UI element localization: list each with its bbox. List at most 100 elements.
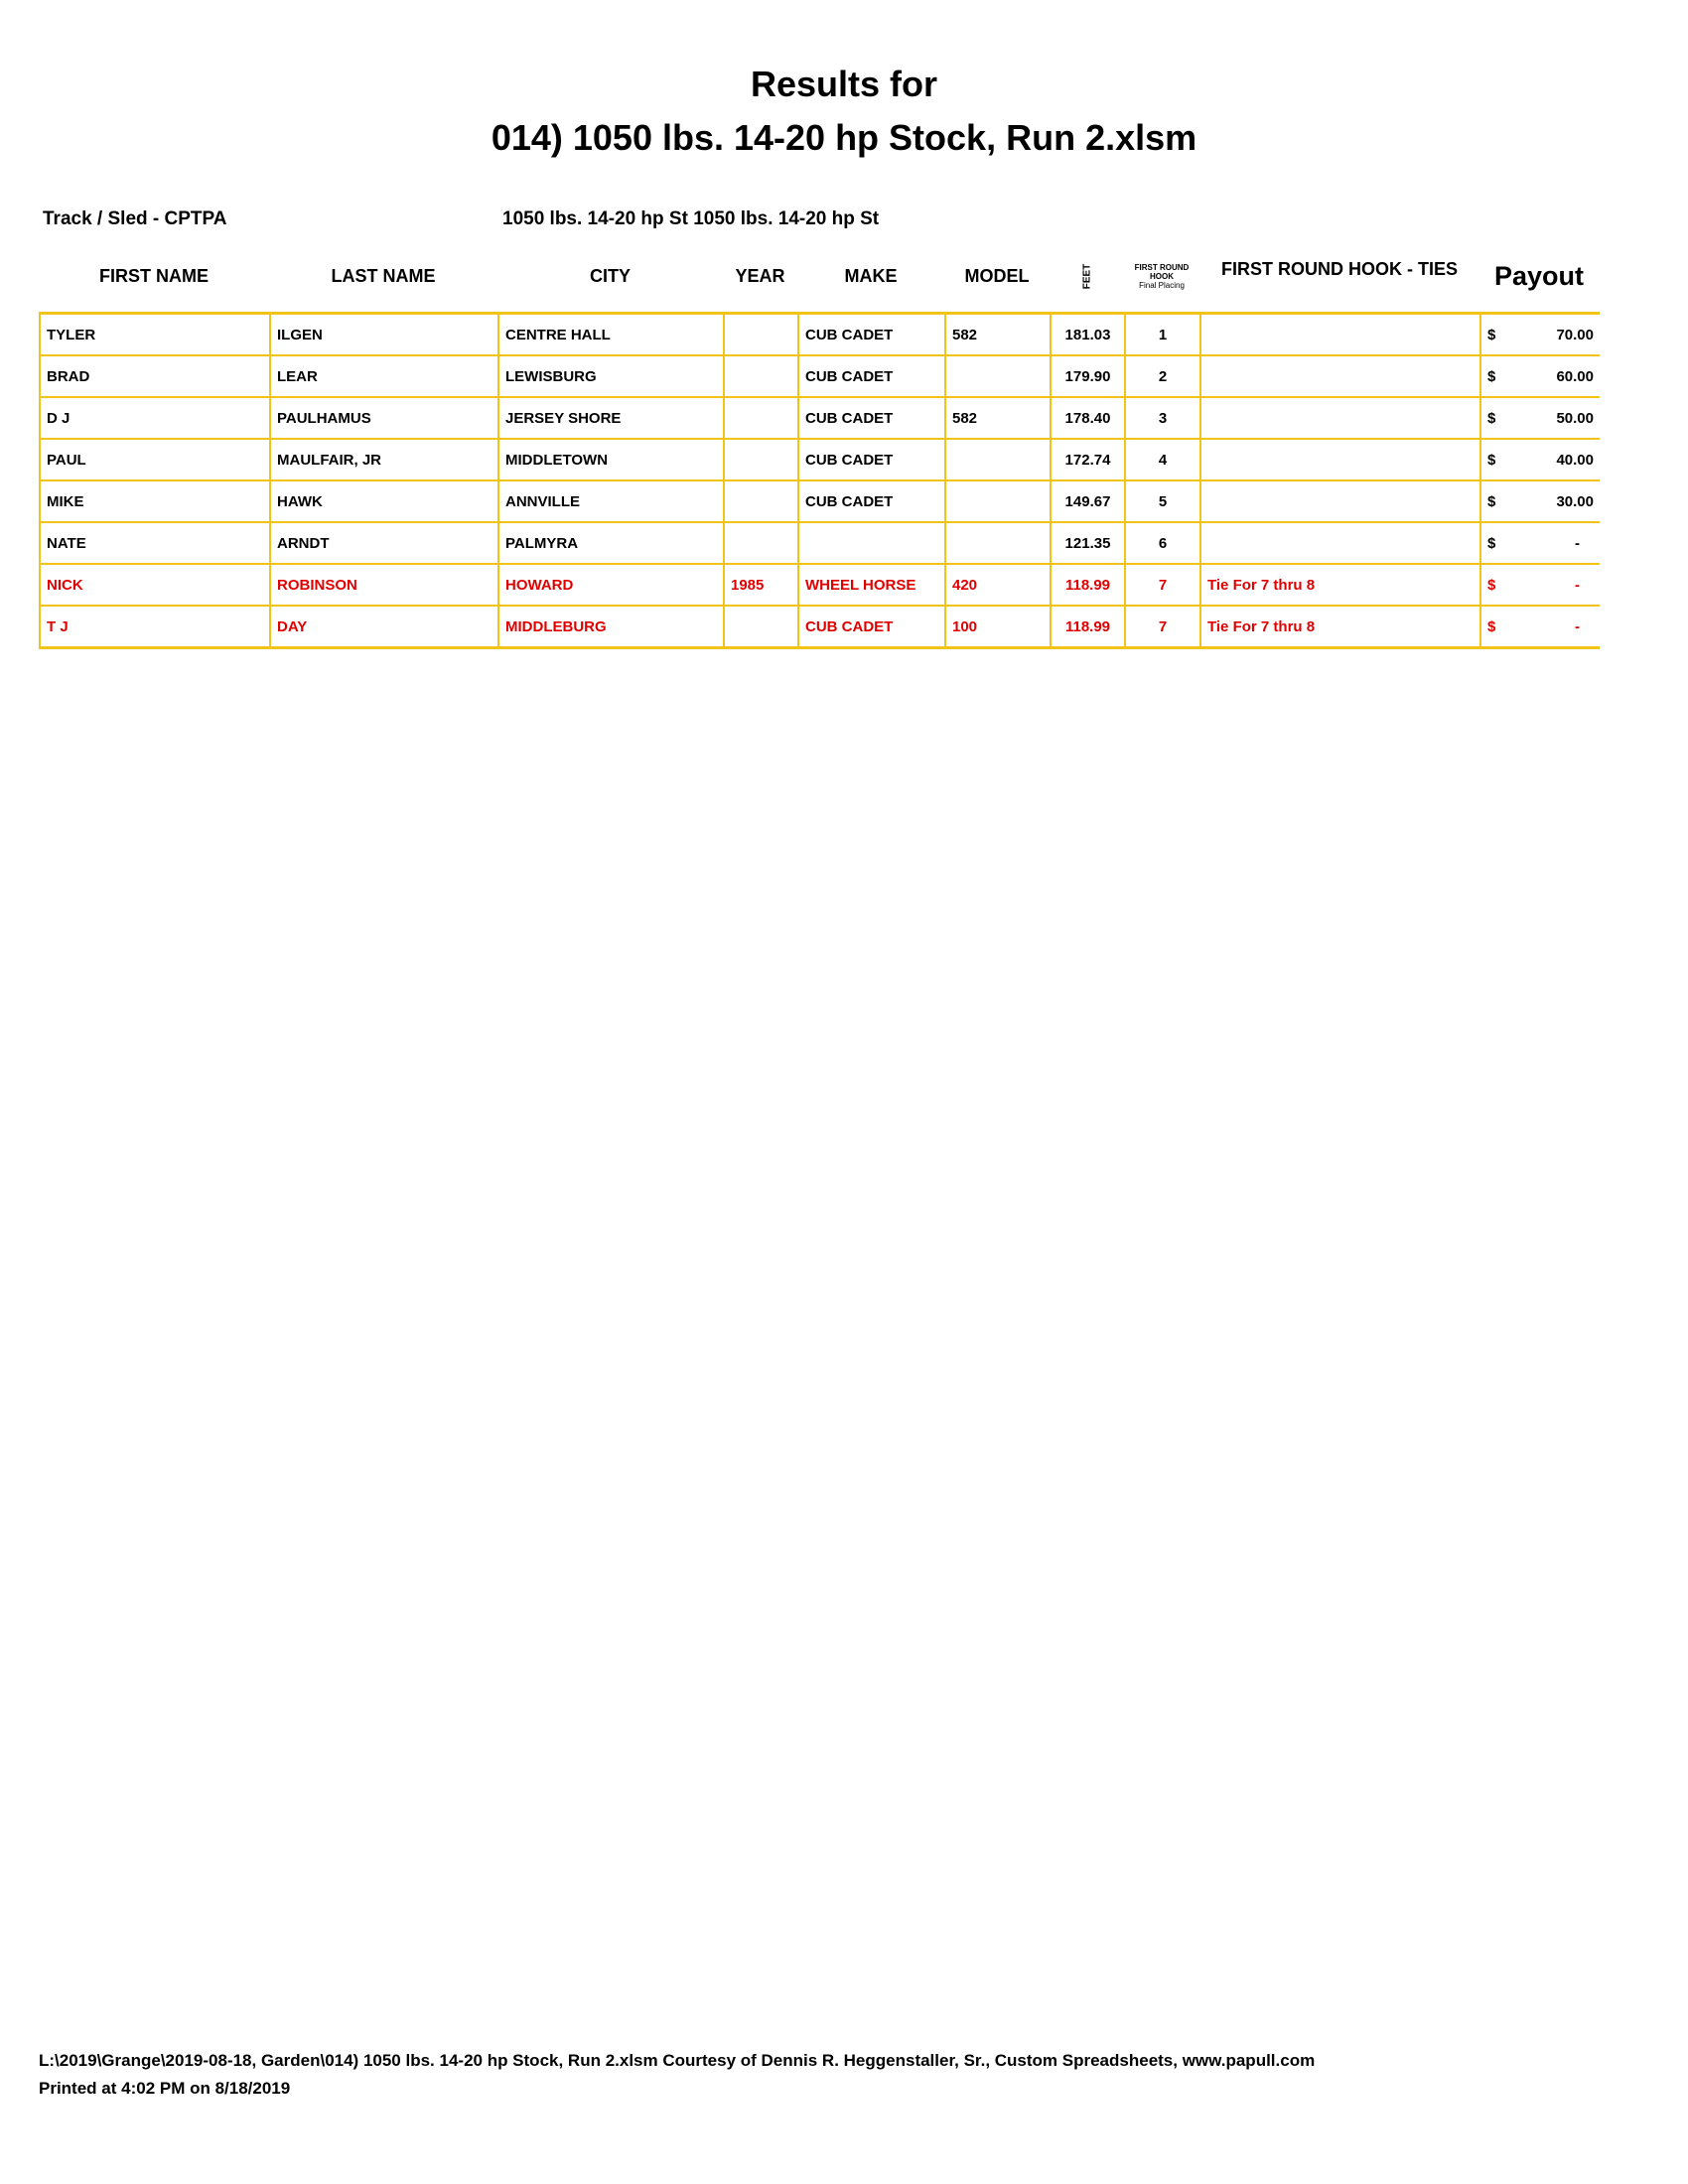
- header-last-name: LAST NAME: [331, 265, 436, 286]
- year-cell: [723, 312, 799, 356]
- ties-cell: [1199, 312, 1481, 356]
- make-cell: WHEEL HORSE: [797, 563, 946, 607]
- model-cell: 582: [944, 396, 1052, 440]
- payout-cell: $ -: [1479, 605, 1600, 649]
- placing-cell: 2: [1124, 354, 1201, 398]
- header-make: MAKE: [844, 265, 898, 286]
- make-cell: CUB CADET: [797, 438, 946, 481]
- year-cell: [723, 521, 799, 565]
- model-cell: [944, 479, 1052, 523]
- payout-amount: -: [1575, 534, 1580, 552]
- last-name-cell: LEAR: [269, 354, 499, 398]
- year-cell: [723, 396, 799, 440]
- city-cell: CENTRE HALL: [497, 312, 725, 356]
- currency-symbol: $: [1487, 617, 1496, 635]
- year-cell: 1985: [723, 563, 799, 607]
- payout-amount: -: [1575, 576, 1580, 594]
- header-final-placing: Final Placing: [1139, 280, 1185, 290]
- payout-cell: $30.00: [1479, 479, 1600, 523]
- model-cell: 582: [944, 312, 1052, 356]
- table-row: NATE ARNDT PALMYRA 121.35 6 $ -: [39, 521, 1600, 565]
- feet-cell: 118.99: [1050, 605, 1126, 649]
- make-cell: CUB CADET: [797, 312, 946, 356]
- last-name-cell: MAULFAIR, JR: [269, 438, 499, 481]
- payout-amount: -: [1575, 617, 1580, 635]
- model-cell: [944, 438, 1052, 481]
- currency-symbol: $: [1487, 451, 1496, 469]
- footer-path: L:\2019\Grange\2019-08-18, Garden\014) 1…: [39, 2051, 1316, 2070]
- table-row: BRAD LEAR LEWISBURG CUB CADET 179.90 2 $60.00: [39, 354, 1600, 398]
- first-name-cell: BRAD: [39, 354, 271, 398]
- payout-amount: 30.00: [1556, 492, 1594, 510]
- first-name-cell: NICK: [39, 563, 271, 607]
- ties-cell: [1199, 521, 1481, 565]
- currency-symbol: $: [1487, 492, 1496, 510]
- feet-cell: 172.74: [1050, 438, 1126, 481]
- model-cell: [944, 521, 1052, 565]
- header-ties-text: FIRST ROUND HOOK - TIES: [1221, 259, 1458, 279]
- header-first-round-hook: FIRST ROUND HOOK Final Placing: [1124, 255, 1199, 297]
- payout-cell: $70.00: [1479, 312, 1600, 356]
- table-row: NICK ROBINSON HOWARD 1985 WHEEL HORSE 420 118.…: [39, 563, 1600, 607]
- last-name-cell: ARNDT: [269, 521, 499, 565]
- first-name-cell: T J: [39, 605, 271, 649]
- last-name-cell: ILGEN: [269, 312, 499, 356]
- title-line-1: Results for: [750, 64, 938, 104]
- last-name-cell: HAWK: [269, 479, 499, 523]
- first-name-cell: TYLER: [39, 312, 271, 356]
- payout-cell: $ -: [1479, 521, 1600, 565]
- first-name-cell: MIKE: [39, 479, 271, 523]
- track-label: Track / Sled - CPTPA: [43, 208, 227, 229]
- header-year: YEAR: [735, 265, 785, 286]
- header-city: CITY: [589, 265, 631, 286]
- payout-cell: $40.00: [1479, 438, 1600, 481]
- city-cell: PALMYRA: [497, 521, 725, 565]
- payout-amount: 50.00: [1556, 409, 1594, 427]
- placing-cell: 4: [1124, 438, 1201, 481]
- payout-cell: $ -: [1479, 563, 1600, 607]
- currency-symbol: $: [1487, 409, 1496, 427]
- feet-cell: 149.67: [1050, 479, 1126, 523]
- payout-amount: 40.00: [1556, 451, 1594, 469]
- city-cell: MIDDLEBURG: [497, 605, 725, 649]
- currency-symbol: $: [1487, 576, 1496, 594]
- header-first-name: FIRST NAME: [99, 265, 209, 286]
- city-cell: ANNVILLE: [497, 479, 725, 523]
- table-row: D J PAULHAMUS JERSEY SHORE CUB CADET 582 178.…: [39, 396, 1600, 440]
- model-cell: 420: [944, 563, 1052, 607]
- feet-cell: 178.40: [1050, 396, 1126, 440]
- placing-cell: 6: [1124, 521, 1201, 565]
- ties-cell: [1199, 438, 1481, 481]
- header-payout: Payout: [1493, 260, 1585, 291]
- feet-cell: 121.35: [1050, 521, 1126, 565]
- year-cell: [723, 438, 799, 481]
- table-row: PAUL MAULFAIR, JR MIDDLETOWN CUB CADET 172.7…: [39, 438, 1600, 481]
- header-hook-text: FIRST ROUND HOOK: [1134, 262, 1190, 281]
- make-cell: CUB CADET: [797, 354, 946, 398]
- currency-symbol: $: [1487, 534, 1496, 552]
- payout-cell: $50.00: [1479, 396, 1600, 440]
- city-cell: MIDDLETOWN: [497, 438, 725, 481]
- header-feet: FEET: [1050, 255, 1124, 297]
- feet-cell: 181.03: [1050, 312, 1126, 356]
- feet-cell: 118.99: [1050, 563, 1126, 607]
- model-cell: 100: [944, 605, 1052, 649]
- placing-cell: 7: [1124, 563, 1201, 607]
- year-cell: [723, 479, 799, 523]
- placing-cell: 1: [1124, 312, 1201, 356]
- ties-cell: Tie For 7 thru 8: [1199, 563, 1481, 607]
- feet-cell: 179.90: [1050, 354, 1126, 398]
- header-ties: FIRST ROUND HOOK - TIES: [1199, 248, 1479, 290]
- payout-cell: $60.00: [1479, 354, 1600, 398]
- first-name-cell: D J: [39, 396, 271, 440]
- last-name-cell: PAULHAMUS: [269, 396, 499, 440]
- results-table: TYLER ILGEN CENTRE HALL CUB CADET 582 181.03 1…: [39, 312, 1600, 649]
- header-model: MODEL: [964, 265, 1030, 286]
- make-cell: CUB CADET: [797, 479, 946, 523]
- last-name-cell: ROBINSON: [269, 563, 499, 607]
- ties-cell: [1199, 354, 1481, 398]
- table-row: T J DAY MIDDLEBURG CUB CADET 100 118.99 7 Tie F…: [39, 605, 1600, 649]
- placing-cell: 5: [1124, 479, 1201, 523]
- table-row: TYLER ILGEN CENTRE HALL CUB CADET 582 181.03 1…: [39, 312, 1600, 356]
